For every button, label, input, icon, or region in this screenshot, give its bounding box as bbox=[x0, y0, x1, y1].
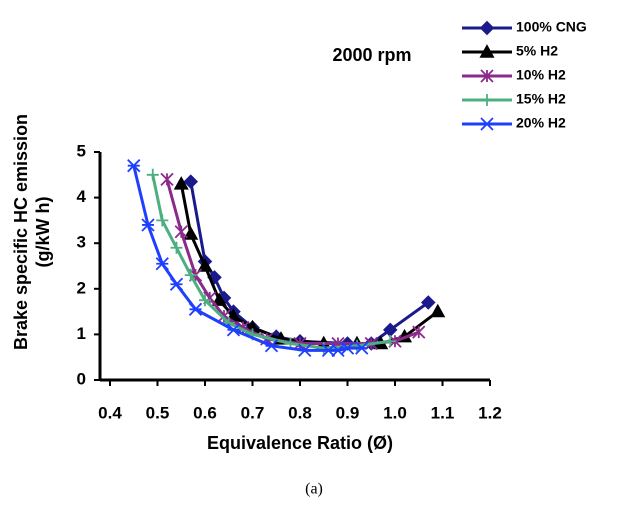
point bbox=[197, 258, 213, 272]
y-tick-label: 0 bbox=[77, 369, 86, 388]
point bbox=[317, 342, 330, 355]
point bbox=[183, 174, 199, 189]
y-tick-label: 3 bbox=[77, 233, 86, 252]
x-tick-label: 0.8 bbox=[288, 403, 312, 422]
point bbox=[183, 226, 199, 240]
y-axis-label: (g/kW h) bbox=[33, 197, 53, 268]
annotation: 2000 rpm bbox=[332, 45, 411, 65]
point bbox=[340, 341, 355, 355]
x-tick-label: 0.4 bbox=[98, 403, 122, 422]
x-tick-label: 0.6 bbox=[193, 403, 217, 422]
point bbox=[156, 214, 169, 227]
point bbox=[173, 176, 189, 190]
x-tick-label: 1.0 bbox=[383, 403, 407, 422]
point bbox=[355, 341, 369, 355]
legend-marker bbox=[481, 94, 493, 106]
x-tick-label: 0.7 bbox=[241, 403, 265, 422]
y-tick-label: 2 bbox=[77, 278, 86, 297]
point bbox=[170, 241, 183, 254]
legend-label: 100% CNG bbox=[516, 19, 587, 35]
point bbox=[264, 339, 279, 353]
legend-marker bbox=[480, 117, 494, 131]
point bbox=[420, 295, 436, 310]
y-axis-label: Brake specific HC emission bbox=[11, 114, 31, 350]
point bbox=[184, 269, 197, 282]
legend-label: 10% H2 bbox=[516, 67, 566, 83]
x-tick-label: 0.5 bbox=[146, 403, 170, 422]
legend-label: 15% H2 bbox=[516, 91, 566, 107]
legend-label: 20% H2 bbox=[516, 115, 566, 131]
point bbox=[127, 159, 141, 173]
point bbox=[146, 168, 159, 181]
point bbox=[351, 339, 363, 352]
y-tick-label: 5 bbox=[77, 141, 86, 160]
point bbox=[155, 257, 169, 271]
point bbox=[412, 325, 426, 339]
legend-label: 5% H2 bbox=[516, 43, 558, 59]
point bbox=[211, 292, 227, 306]
caption: (a) bbox=[305, 481, 323, 498]
x-tick-label: 1.1 bbox=[431, 403, 455, 422]
y-tick-label: 4 bbox=[77, 187, 87, 206]
point bbox=[169, 277, 184, 291]
point bbox=[384, 335, 397, 348]
x-axis-label: Equivalence Ratio (Ø) bbox=[207, 433, 393, 453]
point bbox=[141, 218, 155, 232]
point bbox=[226, 323, 241, 337]
point bbox=[430, 303, 446, 318]
point bbox=[160, 172, 174, 186]
legend-marker bbox=[479, 20, 495, 36]
point bbox=[174, 225, 188, 239]
legend-marker bbox=[479, 44, 495, 58]
y-tick-label: 1 bbox=[77, 324, 86, 343]
legend-marker bbox=[480, 69, 494, 83]
point bbox=[188, 302, 203, 316]
point bbox=[199, 294, 211, 307]
point bbox=[298, 343, 312, 357]
x-tick-label: 0.9 bbox=[336, 403, 360, 422]
series-line bbox=[151, 174, 391, 350]
x-tick-label: 1.2 bbox=[478, 403, 502, 422]
